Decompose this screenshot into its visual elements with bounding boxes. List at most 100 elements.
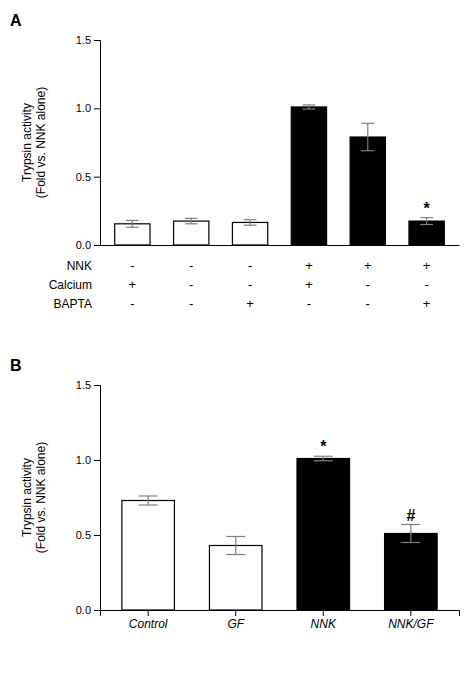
error-bar-stem <box>235 537 236 555</box>
error-bar <box>185 218 198 223</box>
plot-area <box>115 105 445 245</box>
x-tick: NNK <box>311 610 337 631</box>
error-bar-cap <box>401 524 420 525</box>
error-bar-cap <box>185 223 198 224</box>
error-bar-cap <box>139 495 158 496</box>
table-cell: - <box>366 277 370 292</box>
y-tick-mark <box>94 610 100 611</box>
error-bar-stem <box>323 456 324 461</box>
y-tick: 0.0 <box>76 239 100 251</box>
y-axis-title-line: Trypsin activity <box>20 103 34 182</box>
y-tick-label: 0.0 <box>76 604 91 616</box>
y-tick-label: 0.5 <box>76 529 91 541</box>
panel-label: B <box>10 357 22 374</box>
bar <box>174 221 209 245</box>
bar <box>297 459 350 611</box>
y-tick-label: 0.5 <box>76 171 91 183</box>
error-bar <box>244 220 257 225</box>
error-bar-cap <box>401 542 420 543</box>
y-axis-line <box>94 41 101 246</box>
table-cell: - <box>307 296 311 311</box>
bar <box>115 224 150 245</box>
x-axis: Control GF NNK NNK/GF <box>101 610 460 631</box>
y-tick-label: 1.5 <box>76 379 91 391</box>
error-bar <box>126 220 139 227</box>
x-tick-label: GF <box>227 617 244 631</box>
table-row-label: NNK <box>67 259 92 273</box>
bar <box>350 137 385 245</box>
error-bar-stem <box>308 105 309 109</box>
panel: 0.00.51.01.5ControlGFNNKNNK/GF*#Trypsin … <box>10 357 460 631</box>
x-tick-label: NNK/GF <box>388 617 434 631</box>
error-bar-cap <box>244 225 257 226</box>
error-bar-cap <box>420 224 433 225</box>
error-bar-cap <box>314 460 333 461</box>
x-tick-mark <box>410 610 411 616</box>
table-cell: + <box>364 258 372 273</box>
y-tick: 0.5 <box>76 529 100 541</box>
error-bar-cap <box>126 220 139 221</box>
error-bar-stem <box>191 218 192 223</box>
y-tick-label: 1.0 <box>76 454 91 466</box>
error-bar-cap <box>314 456 333 457</box>
y-tick-mark <box>94 108 100 109</box>
y-tick-mark <box>94 40 100 41</box>
error-bar-cap <box>361 150 374 151</box>
annotation: * <box>320 438 327 455</box>
table-cell: - <box>366 296 370 311</box>
figure: 0.00.51.01.5*Trypsin activity(Fold vs. N… <box>0 0 474 692</box>
error-bar-cap <box>361 123 374 124</box>
table-cell: + <box>246 296 254 311</box>
x-axis-line <box>101 611 460 617</box>
x-tick-mark <box>148 610 149 616</box>
y-axis: 0.0 0.5 1.0 1.5 <box>76 379 101 616</box>
table-cell: - <box>424 277 428 292</box>
x-tick-label: Control <box>129 617 168 631</box>
error-bar-stem <box>367 123 368 150</box>
error-bar-cap <box>226 554 245 555</box>
annotation: * <box>424 200 431 217</box>
table-cell: - <box>189 277 193 292</box>
y-axis-title: Trypsin activity(Fold vs. NNK alone) <box>20 87 48 198</box>
y-axis-line <box>94 386 101 611</box>
bar <box>385 534 438 611</box>
x-axis <box>101 245 460 247</box>
y-tick-mark <box>94 177 100 178</box>
bar <box>291 107 326 245</box>
error-bar-stem <box>148 496 149 505</box>
x-tick: GF <box>227 610 244 631</box>
x-tick: Control <box>129 610 168 631</box>
y-tick: 0.0 <box>76 604 100 616</box>
table-cell: - <box>189 296 193 311</box>
y-tick-mark <box>94 460 100 461</box>
y-tick-label: 1.5 <box>76 34 91 46</box>
error-bar-cap <box>139 504 158 505</box>
error-bar <box>314 456 333 461</box>
table-cell: - <box>248 258 252 273</box>
x-axis-line <box>101 245 460 246</box>
x-tick-mark <box>323 610 324 616</box>
error-bar <box>401 525 420 543</box>
error-bar-stem <box>426 218 427 225</box>
error-bar-stem <box>249 220 250 225</box>
y-tick: 0.5 <box>76 171 100 183</box>
panel-label: A <box>10 12 22 29</box>
y-tick: 1.0 <box>76 454 100 466</box>
y-axis-title-line: (Fold vs. NNK alone) <box>34 442 48 553</box>
error-bar-cap <box>185 218 198 219</box>
table-cell: + <box>305 277 313 292</box>
y-tick: 1.5 <box>76 34 100 46</box>
table-cell: - <box>130 258 134 273</box>
y-axis-title-line: (Fold vs. NNK alone) <box>34 87 48 198</box>
condition-table: NNK---+++Calcium+--+--BAPTA--+--+ <box>49 258 431 311</box>
error-bar-stem <box>410 525 411 543</box>
error-bar <box>139 496 158 505</box>
table-row-label: BAPTA <box>54 297 92 311</box>
panel: 0.00.51.01.5*Trypsin activity(Fold vs. N… <box>10 12 460 311</box>
table-row-label: Calcium <box>49 278 92 292</box>
error-bar-cap <box>303 104 316 105</box>
y-tick-label: 0.0 <box>76 239 91 251</box>
error-bar-cap <box>420 217 433 218</box>
y-axis: 0.00.51.01.5 <box>76 34 101 251</box>
y-tick: 1.5 <box>76 379 100 391</box>
